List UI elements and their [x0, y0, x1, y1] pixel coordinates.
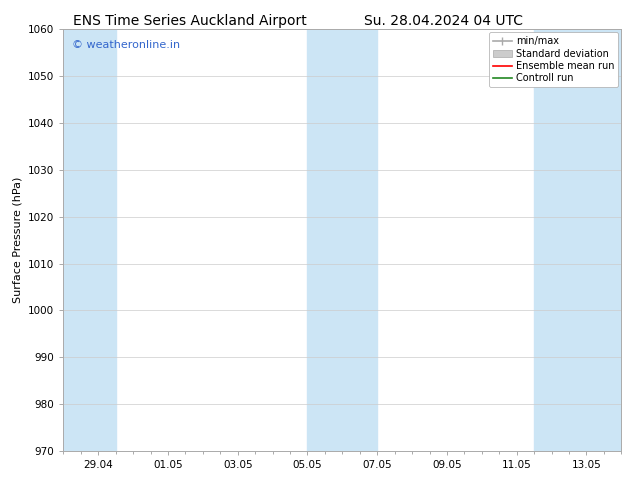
Legend: min/max, Standard deviation, Ensemble mean run, Controll run: min/max, Standard deviation, Ensemble me…	[489, 32, 618, 87]
Text: © weatheronline.in: © weatheronline.in	[72, 40, 180, 50]
Bar	[534, 29, 621, 451]
Y-axis label: Surface Pressure (hPa): Surface Pressure (hPa)	[13, 177, 23, 303]
Text: ENS Time Series Auckland Airport: ENS Time Series Auckland Airport	[74, 14, 307, 28]
Bar	[63, 29, 115, 451]
Bar	[307, 29, 377, 451]
Text: Su. 28.04.2024 04 UTC: Su. 28.04.2024 04 UTC	[365, 14, 523, 28]
